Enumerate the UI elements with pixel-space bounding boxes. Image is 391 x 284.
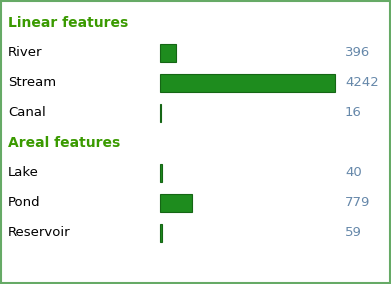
Text: River: River — [8, 47, 43, 60]
Text: Pond: Pond — [8, 197, 41, 210]
Text: 396: 396 — [345, 47, 370, 60]
Bar — [160, 104, 161, 122]
Text: Areal features: Areal features — [8, 136, 120, 150]
Text: Canal: Canal — [8, 106, 46, 120]
Text: Stream: Stream — [8, 76, 56, 89]
Bar — [160, 74, 335, 92]
Text: Reservoir: Reservoir — [8, 227, 71, 239]
Text: 779: 779 — [345, 197, 370, 210]
Text: Linear features: Linear features — [8, 16, 128, 30]
Bar — [160, 194, 192, 212]
Bar — [160, 164, 161, 182]
Text: 59: 59 — [345, 227, 362, 239]
Text: Lake: Lake — [8, 166, 39, 179]
Text: 4242: 4242 — [345, 76, 379, 89]
Text: 40: 40 — [345, 166, 362, 179]
Bar — [160, 44, 176, 62]
Bar — [160, 224, 162, 242]
Text: 16: 16 — [345, 106, 362, 120]
